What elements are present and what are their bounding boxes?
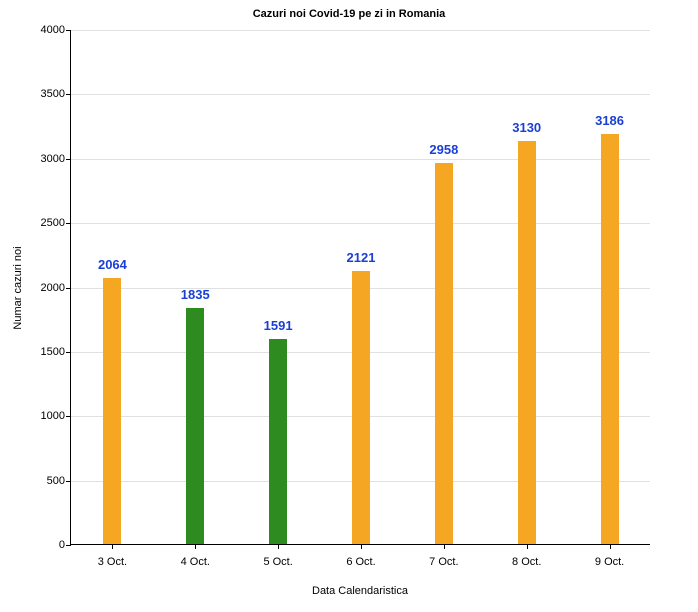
y-tick-label: 2000 [41,282,65,294]
chart-container: Cazuri noi Covid-19 pe zi in Romania 050… [0,0,698,612]
x-tick-label: 4 Oct. [181,556,210,568]
bar-value-label: 3186 [595,113,624,128]
bar-value-label: 1835 [181,287,210,302]
bar-value-label: 3130 [512,120,541,135]
bar-slot: 31869 Oct. [568,30,651,544]
bar [103,278,121,544]
bar-slot: 21216 Oct. [320,30,403,544]
x-tick-mark [361,544,362,549]
x-tick-label: 8 Oct. [512,556,541,568]
x-tick-mark [444,544,445,549]
x-tick-label: 3 Oct. [98,556,127,568]
bar [518,141,536,544]
bar-slot: 15915 Oct. [237,30,320,544]
y-tick-label: 3500 [41,88,65,100]
x-tick-mark [112,544,113,549]
bar [352,271,370,544]
chart-title: Cazuri noi Covid-19 pe zi in Romania [0,8,698,20]
x-axis-label: Data Calendaristica [70,585,650,597]
x-tick-label: 6 Oct. [346,556,375,568]
x-tick-label: 7 Oct. [429,556,458,568]
x-tick-label: 5 Oct. [263,556,292,568]
y-tick-label: 1000 [41,410,65,422]
bar-value-label: 2064 [98,257,127,272]
x-tick-mark [527,544,528,549]
x-tick-mark [610,544,611,549]
y-tick-label: 1500 [41,346,65,358]
bar-slot: 20643 Oct. [71,30,154,544]
x-tick-label: 9 Oct. [595,556,624,568]
y-tick-label: 4000 [41,24,65,36]
y-tick-mark [66,545,71,546]
y-tick-label: 2500 [41,217,65,229]
y-tick-label: 3000 [41,153,65,165]
y-tick-label: 0 [59,539,65,551]
x-tick-mark [195,544,196,549]
bar-slot: 18354 Oct. [154,30,237,544]
y-axis-label: Numar cazuri noi [12,246,24,329]
bar [601,134,619,544]
bar-slot: 29587 Oct. [402,30,485,544]
bar-value-label: 1591 [264,318,293,333]
y-tick-label: 500 [47,475,65,487]
bar-value-label: 2958 [429,142,458,157]
x-tick-mark [278,544,279,549]
bar [186,308,204,544]
bar [269,339,287,544]
bar-value-label: 2121 [347,250,376,265]
plot-area: 0500100015002000250030003500400020643 Oc… [70,30,650,545]
bar [435,163,453,544]
bar-slot: 31308 Oct. [485,30,568,544]
